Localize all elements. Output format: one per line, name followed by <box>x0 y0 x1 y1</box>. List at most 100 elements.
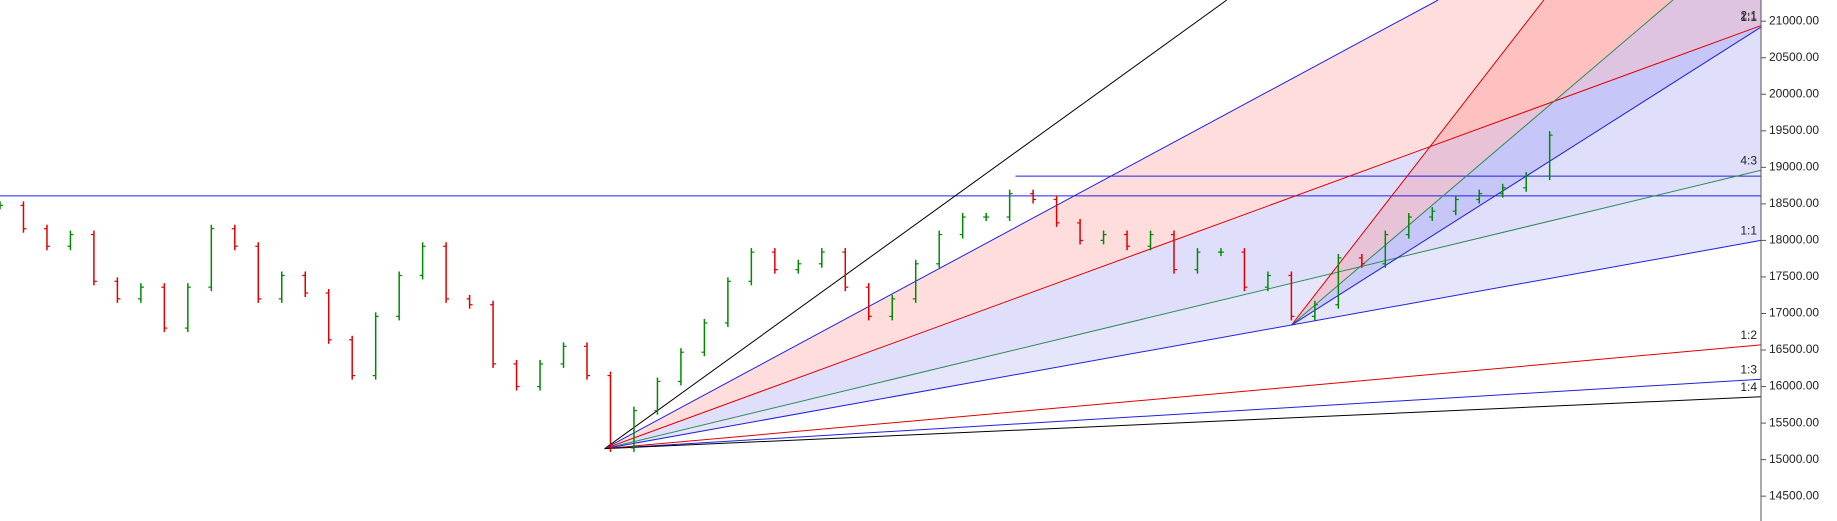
price-bar <box>208 224 215 292</box>
price-bar <box>349 335 356 380</box>
price-bar <box>748 248 755 286</box>
price-bar <box>1546 131 1553 181</box>
fan-line <box>604 0 1228 450</box>
price-bar <box>67 230 74 251</box>
y-tick-label: 16000.00 <box>1769 379 1819 393</box>
price-bar <box>1217 248 1224 257</box>
fan-label: 1:1 <box>1740 10 1757 24</box>
price-bar <box>1358 253 1365 268</box>
fan-label: 4:3 <box>1740 153 1757 167</box>
fan-line <box>604 0 1439 450</box>
price-bar <box>1077 218 1084 245</box>
price-bar <box>1523 172 1530 192</box>
price-bar <box>302 271 309 298</box>
price-bar <box>677 348 684 386</box>
fan-line <box>604 239 1762 450</box>
fan-label: 1:3 <box>1740 362 1757 376</box>
price-bar <box>1382 230 1389 268</box>
price-bar <box>443 242 450 303</box>
price-bars <box>0 131 1553 452</box>
y-tick-label: 18500.00 <box>1769 196 1819 210</box>
price-bar <box>278 271 285 303</box>
price-bar <box>114 277 121 303</box>
price-bar <box>490 300 497 368</box>
price-bar <box>1405 213 1412 239</box>
y-tick-label: 19000.00 <box>1769 160 1819 174</box>
price-bar <box>983 213 990 222</box>
price-axis: 14500.00 15000.00 15500.00 16000.00 16500.00… <box>1760 0 1819 521</box>
price-bar <box>936 230 943 268</box>
price-bar <box>818 248 825 268</box>
price-bar <box>889 294 896 321</box>
fan-line <box>1291 0 1674 326</box>
price-bar <box>419 242 426 280</box>
price-bar <box>255 242 262 303</box>
fan-line <box>1291 0 1545 326</box>
fan-label: 1:1 <box>1740 224 1757 238</box>
price-bar <box>231 224 238 251</box>
fan-fill <box>604 0 1761 449</box>
y-tick-label: 19500.00 <box>1769 123 1819 137</box>
y-tick-label: 16500.00 <box>1769 342 1819 356</box>
fan-line <box>604 396 1762 450</box>
fan-label: 1:4 <box>1740 380 1757 394</box>
price-bar <box>1241 248 1248 292</box>
price-bar <box>1030 189 1037 204</box>
y-tick-label: 18000.00 <box>1769 233 1819 247</box>
price-bar <box>1288 271 1295 321</box>
price-bar <box>1147 230 1154 251</box>
price-bar <box>1335 253 1342 309</box>
fan-fill <box>1291 0 1761 326</box>
price-bar <box>20 201 27 233</box>
price-bar <box>513 359 520 391</box>
fan-line <box>604 25 1762 450</box>
price-bar <box>466 294 473 309</box>
price-bar <box>1053 195 1060 227</box>
price-bar <box>1124 230 1131 251</box>
price-bar <box>1100 230 1107 245</box>
price-bar <box>1171 230 1177 274</box>
price-bar <box>43 224 50 251</box>
y-tick-label: 17500.00 <box>1769 269 1819 283</box>
fan-label: 1:2 <box>1740 328 1757 342</box>
price-bar <box>959 213 966 239</box>
price-bar <box>701 318 708 357</box>
price-bar <box>1429 207 1436 222</box>
y-tick-label: 15500.00 <box>1769 415 1819 429</box>
y-tick-label: 17000.00 <box>1769 306 1819 320</box>
price-bar <box>1194 248 1201 274</box>
price-bar <box>137 283 144 303</box>
price-bar <box>630 406 637 452</box>
price-bar <box>1499 183 1506 198</box>
price-bar <box>1006 189 1013 222</box>
y-tick-label: 20000.00 <box>1769 86 1819 100</box>
price-bar <box>865 283 872 321</box>
price-bar <box>1476 189 1483 204</box>
fan-label: 2:1 <box>1740 9 1757 23</box>
price-bar <box>795 259 802 274</box>
price-bar <box>584 342 590 380</box>
fan-line <box>604 169 1762 450</box>
price-bar <box>1264 271 1271 292</box>
price-bar <box>912 259 919 303</box>
y-tick-label: 21000.00 <box>1769 13 1819 27</box>
price-bar <box>842 248 849 292</box>
price-bar <box>0 201 3 210</box>
price-bar <box>607 371 614 452</box>
price-bar <box>537 359 544 391</box>
price-bar <box>1311 300 1318 321</box>
price-bar <box>560 342 567 368</box>
price-bar <box>161 283 168 333</box>
fan-fill <box>1291 0 1761 326</box>
price-bar <box>372 312 379 380</box>
y-tick-label: 14500.00 <box>1769 488 1819 502</box>
price-bar <box>771 248 778 274</box>
price-bar <box>325 289 332 344</box>
price-bar <box>90 230 97 286</box>
price-bar <box>184 283 191 333</box>
fan-line <box>604 378 1762 450</box>
price-bar <box>396 271 403 321</box>
y-tick-label: 15000.00 <box>1769 452 1819 466</box>
